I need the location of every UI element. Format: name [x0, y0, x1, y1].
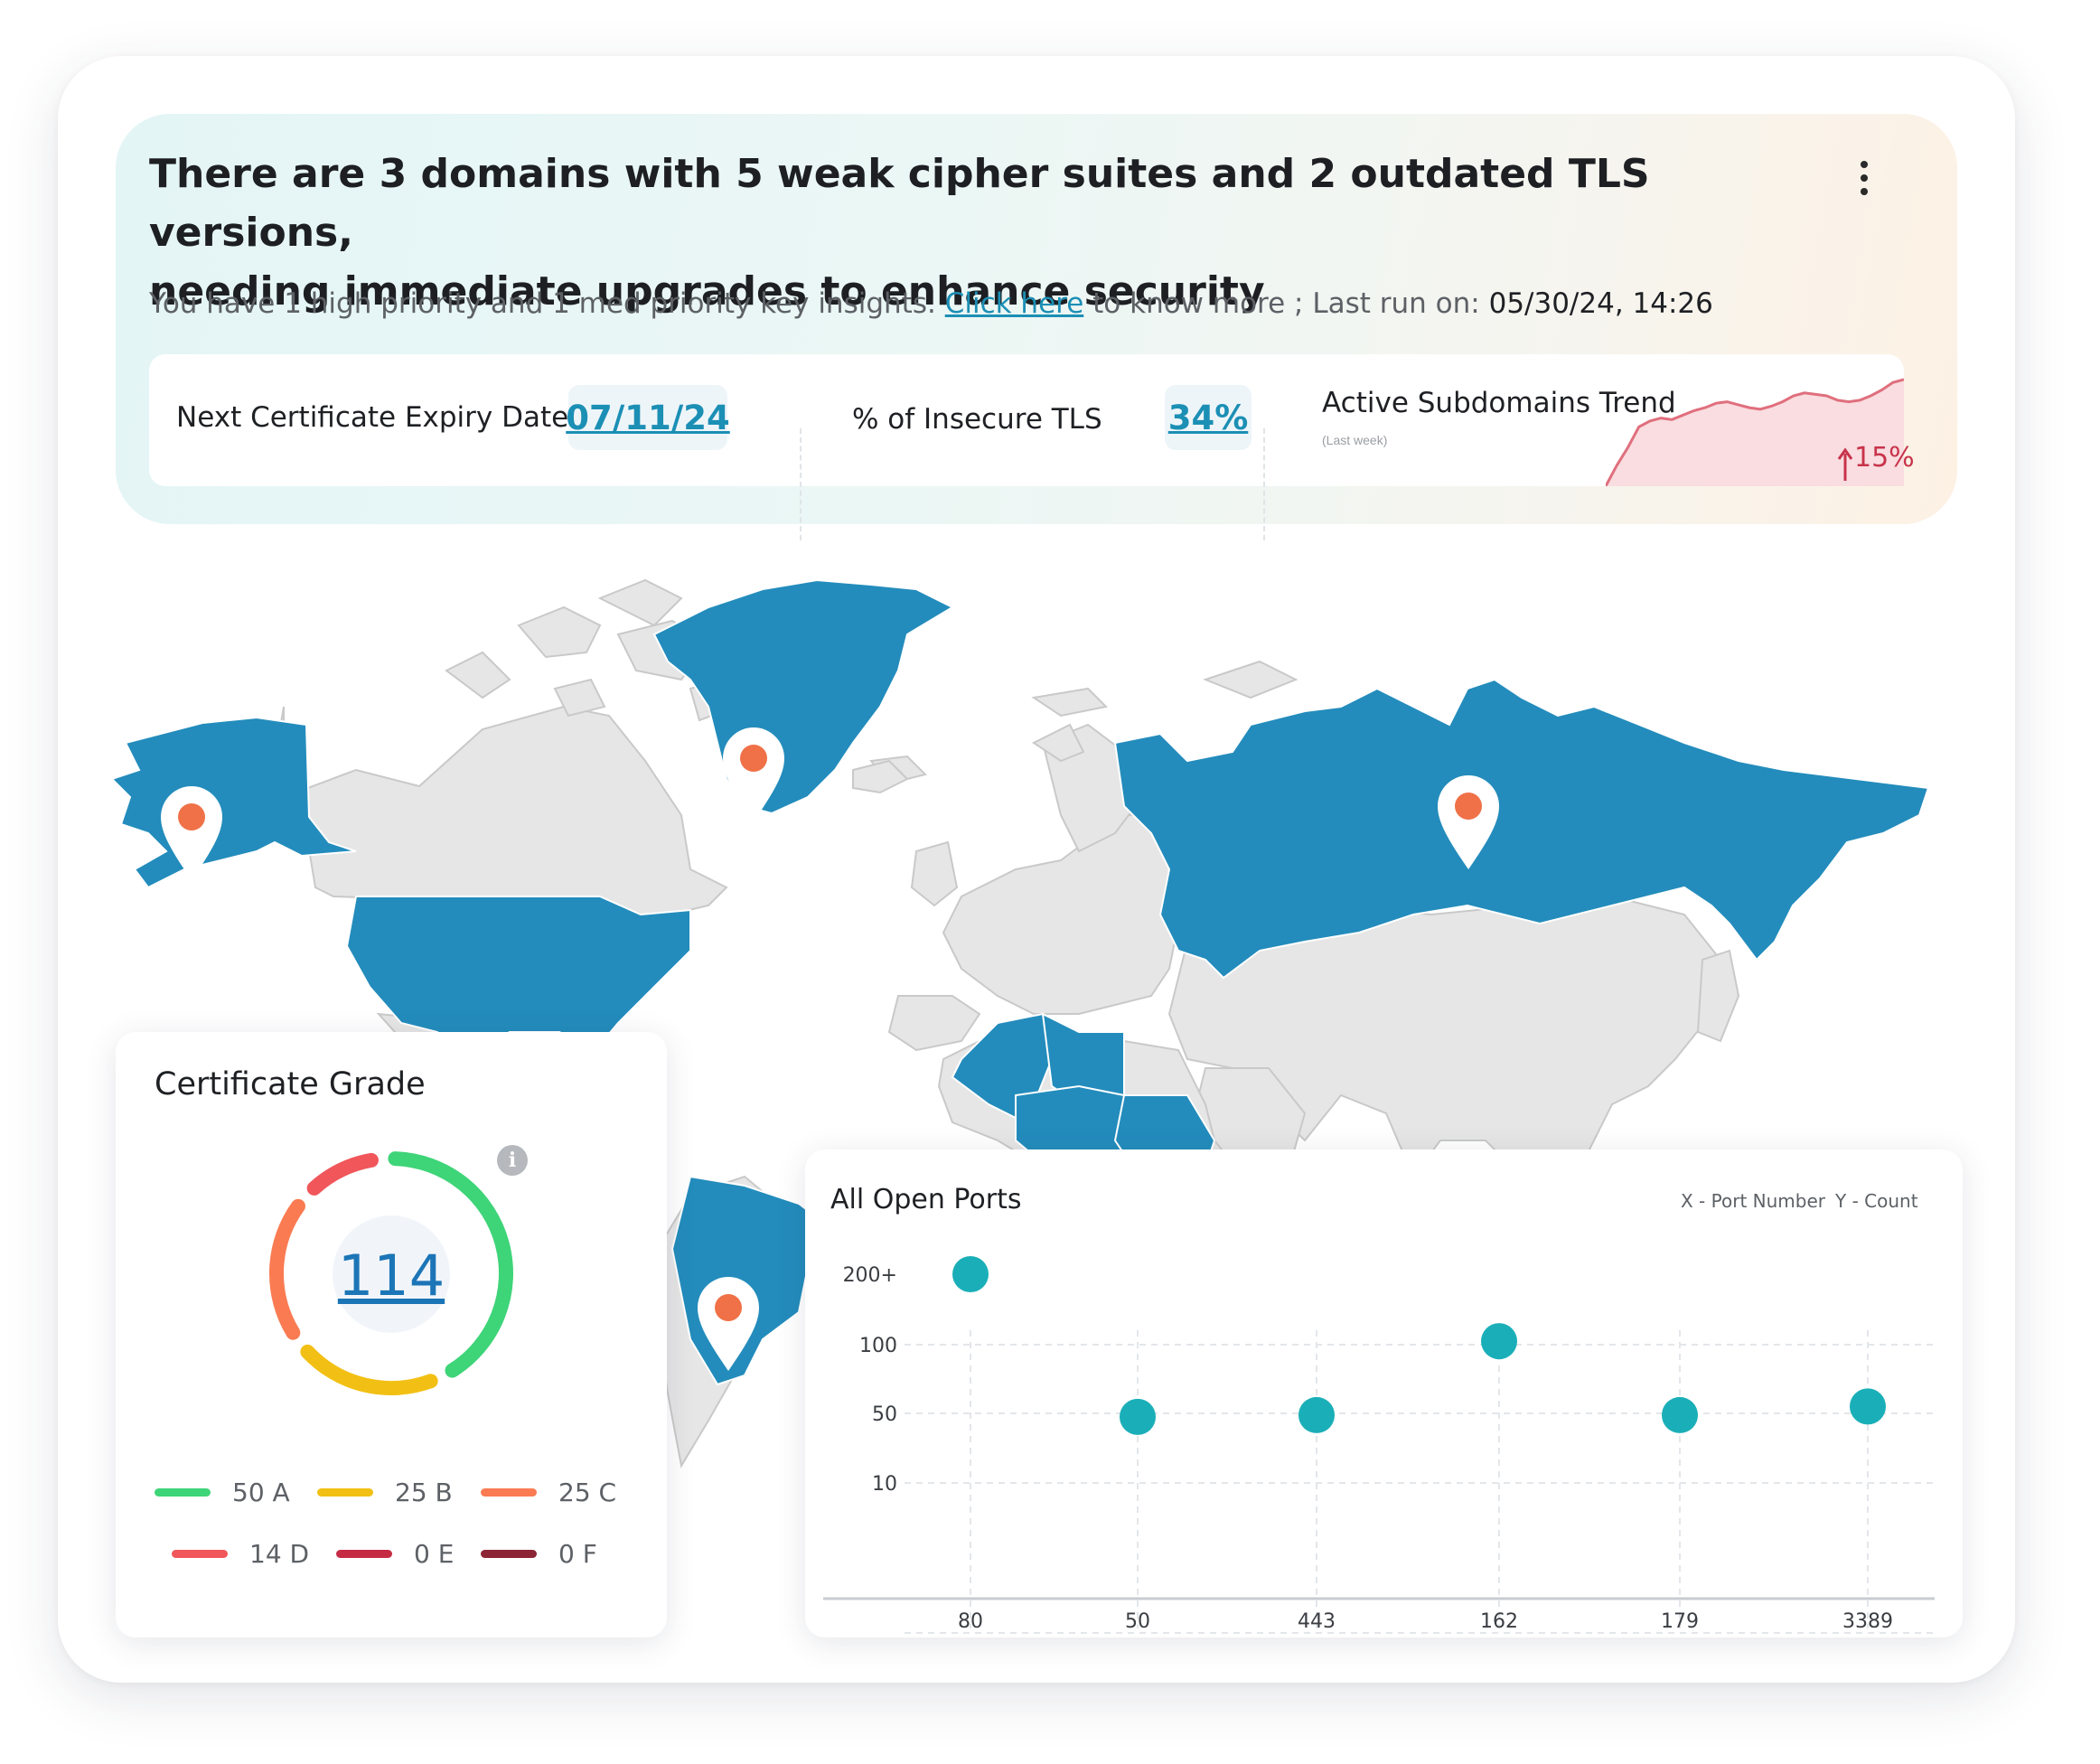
y-tick-label: 200+ [843, 1264, 897, 1287]
donut-segment-a [388, 1151, 513, 1378]
map-markers [161, 727, 1499, 1371]
legend-swatch-b [317, 1488, 373, 1497]
donut-center [333, 1215, 450, 1333]
trend-change: 15% [1854, 442, 1915, 474]
last-run-value: 05/30/24, 14:26 [1488, 287, 1713, 320]
certificate-grade-card: Certificate Grade 114 i 50 A 25 B 25 C 1… [116, 1032, 667, 1637]
legend-label-a: 50 A [232, 1478, 290, 1507]
legend-label-c: 25 C [558, 1478, 617, 1507]
stats-divider [1263, 428, 1265, 540]
open-ports-chart: 200+ 100 50 10 80 50 443 162 179 3389 [823, 1256, 1935, 1634]
x-axis-note: X - Port Number [1681, 1190, 1825, 1212]
trend-sparkline [1606, 378, 1904, 486]
map-canada [264, 705, 728, 925]
legend-swatch-f [481, 1550, 537, 1558]
x-tick-label: 3389 [1842, 1610, 1893, 1633]
insecure-tls-label: % of Insecure TLS [852, 403, 1102, 436]
expiry-value[interactable]: 07/11/24 [566, 385, 730, 450]
legend-label-e: 0 E [414, 1539, 455, 1569]
legend-grade-d: 14 D [172, 1539, 309, 1569]
y-tick-label: 100 [859, 1335, 897, 1357]
port-point-443[interactable] [1298, 1396, 1335, 1433]
stats-divider [800, 428, 802, 540]
more-options-icon[interactable] [1851, 155, 1878, 201]
legend-swatch-e [336, 1550, 392, 1558]
y-tick-label: 10 [872, 1473, 897, 1496]
legend-grade-a: 50 A [155, 1478, 290, 1507]
legend-label-f: 0 F [558, 1539, 597, 1569]
x-tick-label: 162 [1480, 1610, 1518, 1633]
x-tick-label: 80 [958, 1610, 983, 1633]
legend-grade-b: 25 B [317, 1478, 453, 1507]
open-ports-card: All Open Ports X - Port Number Y - Count… [805, 1149, 1963, 1637]
trend-subtitle: (Last week) [1322, 433, 1388, 447]
port-point-80[interactable] [952, 1256, 989, 1292]
headline-line-2: needing immediate upgrades to enhance se… [149, 268, 1265, 314]
info-icon[interactable]: i [497, 1145, 528, 1176]
port-point-179[interactable] [1662, 1396, 1698, 1433]
stats-strip: Next Certificate Expiry Date 07/11/24 % … [149, 354, 1915, 540]
legend-grade-f: 0 F [481, 1539, 597, 1569]
port-point-3389[interactable] [1850, 1388, 1886, 1425]
y-tick-label: 50 [872, 1403, 897, 1426]
donut-segment-b [300, 1344, 438, 1395]
legend-label-d: 14 D [249, 1539, 310, 1569]
trend-title: Active Subdomains Trend [1322, 387, 1676, 419]
legend-swatch-c [481, 1488, 537, 1497]
legend-swatch-d [172, 1550, 228, 1558]
insight-summary: You have 1 high priority and 1 med prior… [149, 287, 1713, 320]
port-point-50[interactable] [1120, 1398, 1156, 1435]
expiry-label: Next Certificate Expiry Date [176, 401, 569, 434]
dashboard-frame: There are 3 domains with 5 weak cipher s… [58, 56, 2015, 1683]
x-tick-label: 50 [1125, 1610, 1150, 1633]
trend-up-arrow-icon [1837, 447, 1853, 481]
insecure-tls-value[interactable]: 34% [1165, 385, 1252, 450]
legend-grade-e: 0 E [336, 1539, 454, 1569]
certificate-grade-title: Certificate Grade [155, 1066, 426, 1102]
port-point-162[interactable] [1481, 1323, 1517, 1360]
legend-swatch-a [155, 1488, 211, 1497]
open-ports-title: All Open Ports [830, 1184, 1022, 1215]
legend-label-b: 25 B [395, 1478, 453, 1507]
insight-suffix: to know more ; Last run on: [1092, 287, 1480, 320]
insight-headline: There are 3 domains with 5 weak cipher s… [149, 145, 1776, 321]
legend-grade-c: 25 C [481, 1478, 616, 1507]
certificate-grade-donut [269, 1151, 513, 1395]
donut-segment-c [269, 1198, 305, 1340]
headline-line-1: There are 3 domains with 5 weak cipher s… [149, 151, 1650, 256]
map-russia [1113, 678, 1930, 980]
y-axis-note: Y - Count [1835, 1190, 1918, 1212]
x-tick-label: 443 [1298, 1610, 1336, 1633]
x-tick-label: 179 [1661, 1610, 1699, 1633]
certificate-total[interactable]: 114 [337, 1243, 445, 1309]
map-europe [942, 814, 1189, 1015]
click-here-link[interactable]: Click here [944, 287, 1084, 320]
insight-prefix: You have 1 high priority and 1 med prior… [149, 287, 936, 320]
donut-segment-d [306, 1152, 379, 1196]
world-map [110, 578, 1930, 1468]
